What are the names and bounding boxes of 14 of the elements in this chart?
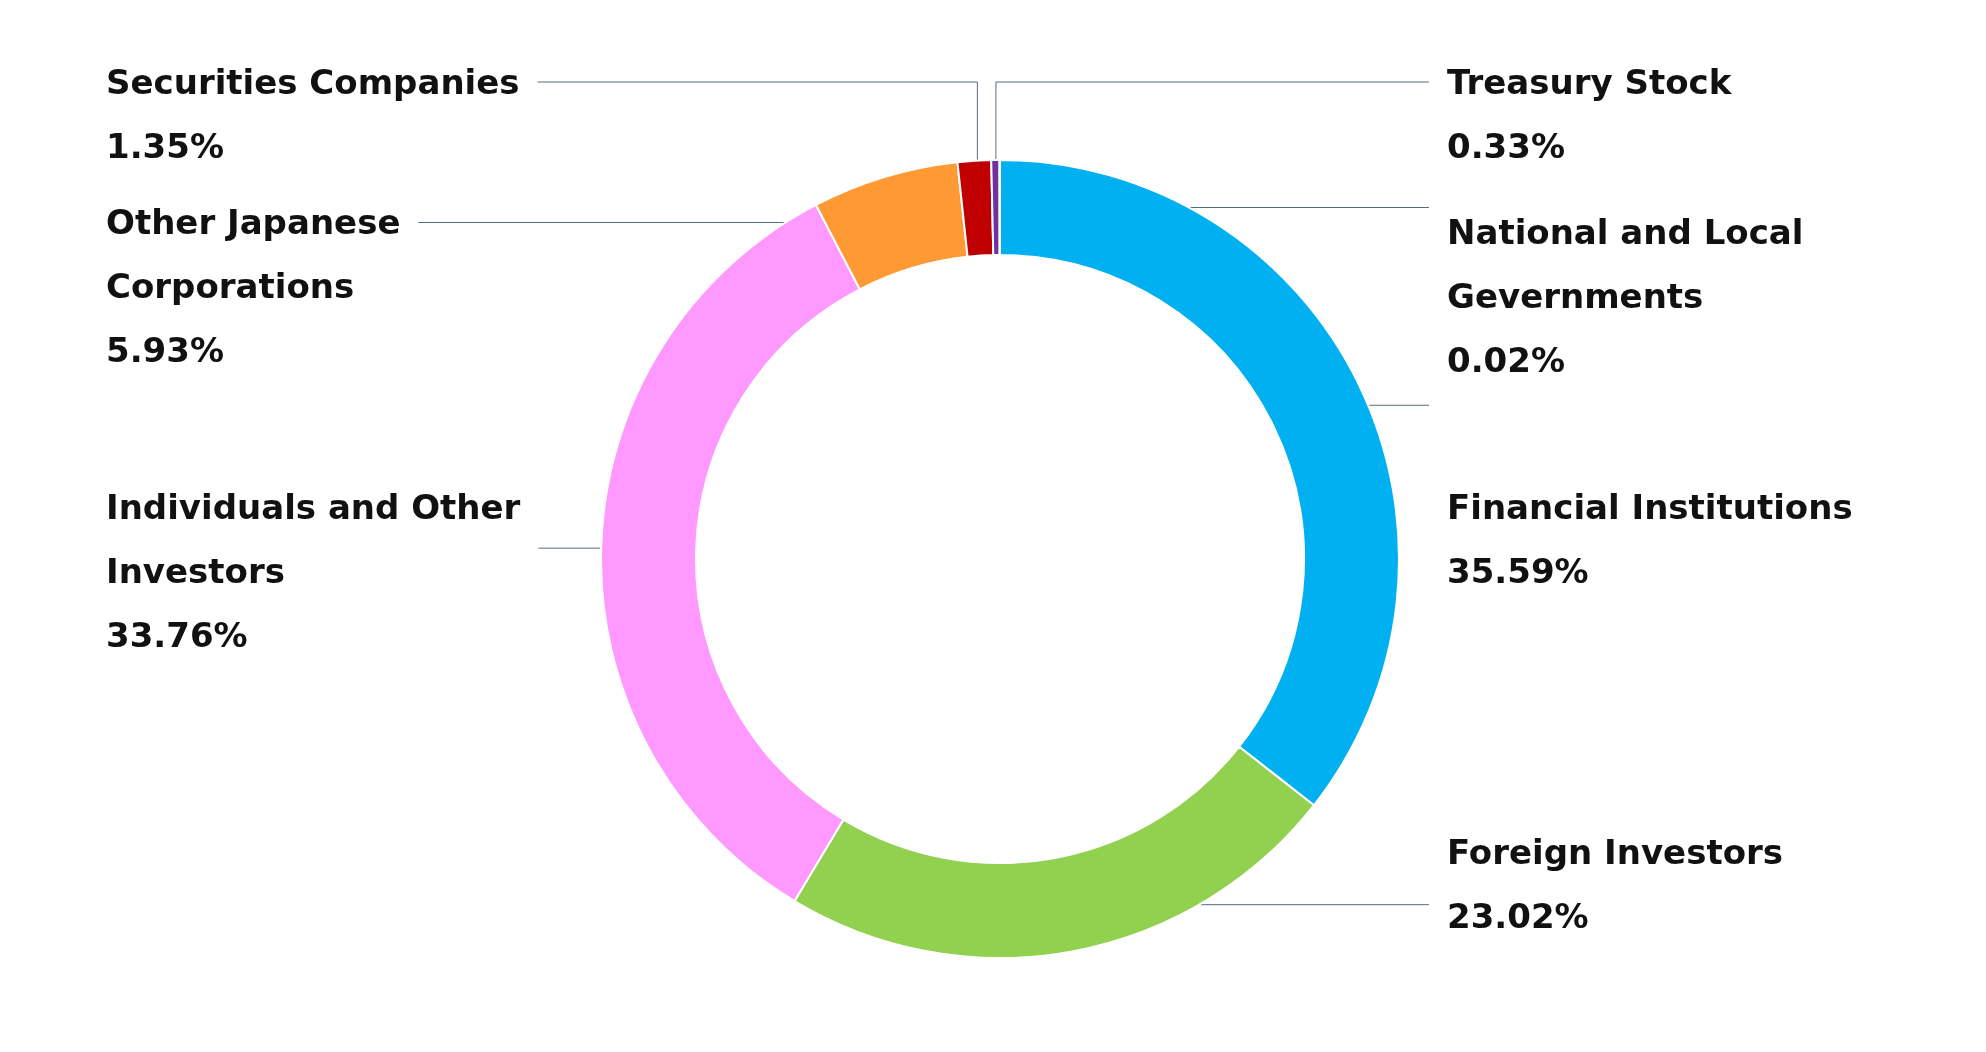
data-label: 0.33%: [1447, 126, 1565, 166]
slice-label: National and Local Gevernments: [1447, 212, 1816, 316]
slice-label: Treasury Stock: [1447, 62, 1733, 102]
data-label: 35.59%: [1447, 551, 1589, 591]
data-label: 33.76%: [106, 615, 248, 655]
slice-label: Individuals and Other Investors: [106, 487, 533, 591]
data-label: 5.93%: [106, 330, 224, 370]
data-label: 1.35%: [106, 126, 224, 166]
data-label: 0.02%: [1447, 340, 1565, 380]
slice-label: Securities Companies: [106, 62, 520, 102]
slice-label: Financial Institutions: [1447, 487, 1853, 527]
slice-label: Foreign Investors: [1447, 832, 1783, 872]
data-label: 23.02%: [1447, 896, 1589, 936]
slice-label: Other Japanese Corporations: [106, 202, 413, 306]
